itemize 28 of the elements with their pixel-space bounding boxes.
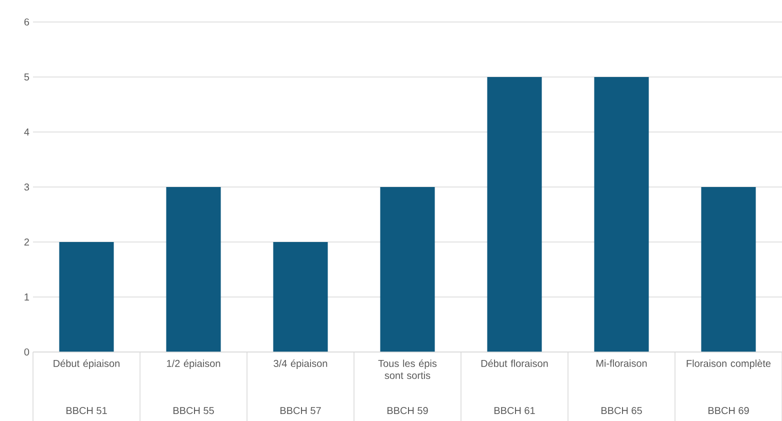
text: BBCH 59 — [387, 407, 428, 414]
text: BBCH 51 — [66, 407, 107, 414]
text: BBCH 69 — [708, 407, 749, 414]
bar — [59, 242, 114, 352]
x-tick-label: Tous les épis sont sortis — [378, 360, 437, 379]
bar — [487, 77, 542, 352]
y-tick-label: 1 — [24, 294, 29, 300]
y-tick-label: 6 — [24, 18, 30, 26]
text: BBCH 65 — [601, 407, 642, 414]
y-tick-label: 0 — [24, 348, 30, 356]
x-tick-label: Début épiaison — [54, 360, 120, 369]
bar — [166, 187, 221, 352]
x-tick-label: Mi-floraison — [596, 360, 647, 367]
bar — [594, 77, 649, 352]
text: BBCH 55 — [173, 407, 214, 414]
y-tick-label: 2 — [24, 238, 29, 246]
x-tick-label: 3/4 épiaison — [274, 360, 328, 369]
bar — [380, 187, 435, 352]
text: BBCH 57 — [280, 407, 321, 414]
x-tick-label: Floraison complète — [686, 360, 771, 369]
text: BBCH 61 — [494, 407, 535, 414]
y-tick-label: 5 — [24, 74, 30, 80]
y-tick-label: 4 — [24, 128, 30, 136]
bar — [701, 187, 756, 352]
y-tick-label: 3 — [24, 183, 30, 191]
bar — [273, 242, 328, 352]
x-tick-label: Début floraison — [481, 360, 548, 367]
x-tick-label: 1/2 épiaison — [167, 360, 220, 369]
